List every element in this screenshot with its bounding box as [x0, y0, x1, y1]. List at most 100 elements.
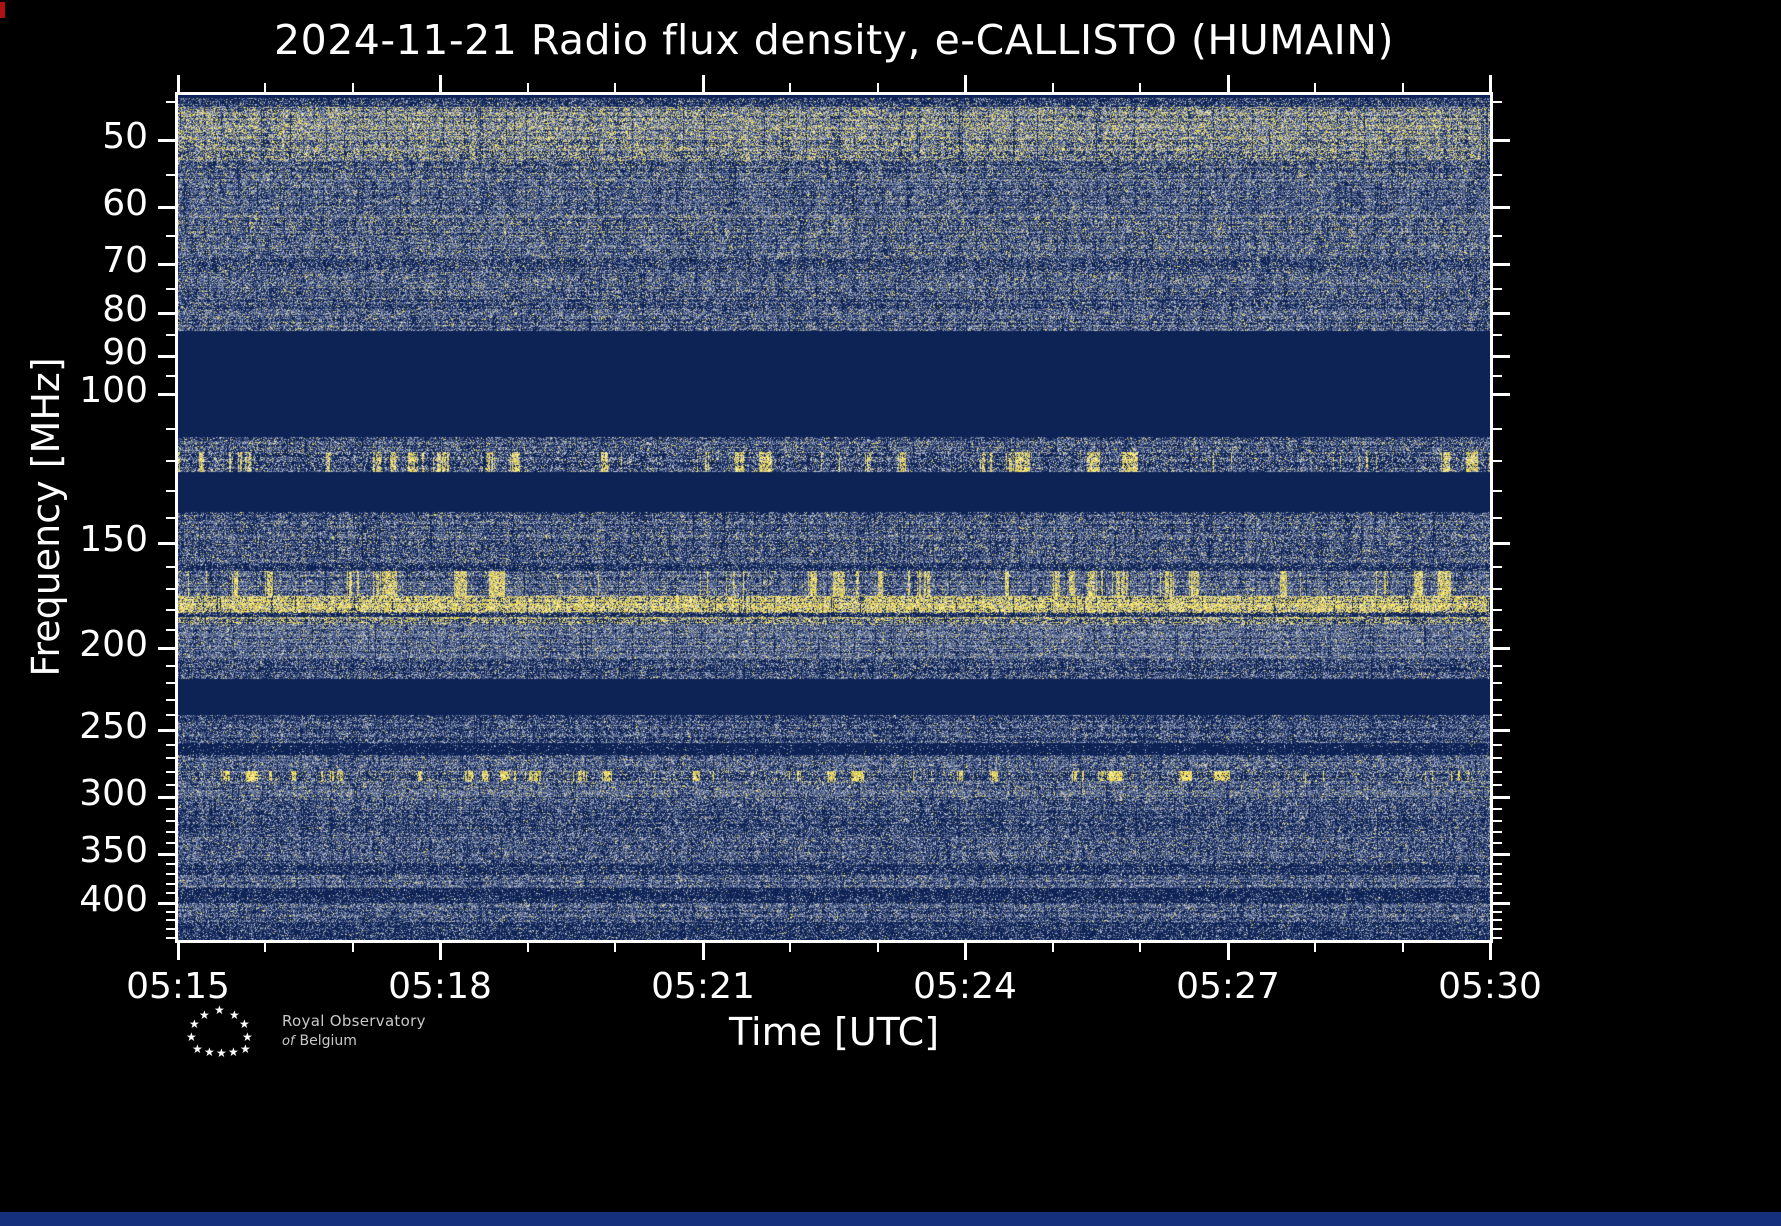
- star-icon: ★: [228, 1045, 239, 1059]
- y-minor-tick: [1493, 842, 1502, 844]
- y-minor-tick: [166, 714, 175, 716]
- y-minor-tick: [1493, 460, 1502, 462]
- y-minor-tick: [166, 490, 175, 492]
- y-minor-tick: [166, 334, 175, 336]
- y-minor-tick: [166, 665, 175, 667]
- y-minor-tick: [1493, 566, 1502, 568]
- y-major-tick: [1493, 647, 1510, 650]
- x-minor-tick: [264, 943, 266, 952]
- y-tick-label: 50: [102, 116, 148, 157]
- y-tick-label: 200: [79, 624, 148, 665]
- y-minor-tick: [166, 460, 175, 462]
- x-minor-tick: [352, 943, 354, 952]
- x-major-tick: [1489, 943, 1492, 960]
- y-minor-tick: [166, 784, 175, 786]
- y-minor-tick: [1493, 919, 1502, 921]
- x-minor-tick: [1402, 943, 1404, 952]
- x-axis-label: Time [UTC]: [728, 1010, 940, 1054]
- y-minor-tick: [166, 428, 175, 430]
- x-minor-tick: [877, 943, 879, 952]
- x-major-tick: [177, 943, 180, 960]
- y-tick-label: 400: [79, 879, 148, 920]
- star-icon: ★: [240, 1042, 251, 1056]
- logo-line2: of Belgium: [282, 1033, 426, 1049]
- y-minor-tick: [166, 174, 175, 176]
- x-major-tick: [702, 943, 705, 960]
- logo-line1: Royal Observatory: [282, 1012, 426, 1030]
- y-minor-tick: [166, 288, 175, 290]
- y-major-tick: [158, 312, 175, 315]
- y-minor-tick: [166, 808, 175, 810]
- y-minor-tick: [166, 842, 175, 844]
- y-minor-tick: [166, 937, 175, 939]
- x-major-tick: [177, 75, 180, 92]
- y-minor-tick: [1493, 682, 1502, 684]
- x-minor-tick: [527, 943, 529, 952]
- y-minor-tick: [166, 911, 175, 913]
- y-minor-tick: [1493, 699, 1502, 701]
- y-minor-tick: [166, 771, 175, 773]
- y-minor-tick: [1493, 490, 1502, 492]
- y-major-tick: [158, 647, 175, 650]
- y-minor-tick: [166, 757, 175, 759]
- y-major-tick: [158, 902, 175, 905]
- x-tick-label: 05:27: [1176, 966, 1280, 1007]
- y-minor-tick: [166, 820, 175, 822]
- logo-line2-belgium: Belgium: [299, 1033, 357, 1049]
- y-major-tick: [158, 206, 175, 209]
- y-minor-tick: [166, 699, 175, 701]
- x-minor-tick: [614, 83, 616, 92]
- x-tick-label: 05:18: [388, 966, 492, 1007]
- y-minor-tick: [1493, 892, 1502, 894]
- x-minor-tick: [1139, 83, 1141, 92]
- y-minor-tick: [1493, 784, 1502, 786]
- x-minor-tick: [1139, 943, 1141, 952]
- y-major-tick: [1493, 729, 1510, 732]
- y-tick-label: 100: [79, 370, 148, 411]
- x-minor-tick: [789, 943, 791, 952]
- star-icon: ★: [186, 1030, 197, 1044]
- y-major-tick: [1493, 312, 1510, 315]
- y-major-tick: [1493, 263, 1510, 266]
- y-minor-tick: [1493, 744, 1502, 746]
- x-major-tick: [964, 943, 967, 960]
- y-minor-tick: [1493, 101, 1502, 103]
- y-minor-tick: [166, 919, 175, 921]
- x-major-tick: [1489, 75, 1492, 92]
- x-minor-tick: [264, 83, 266, 92]
- y-minor-tick: [1493, 873, 1502, 875]
- x-major-tick: [1227, 75, 1230, 92]
- y-major-tick: [158, 542, 175, 545]
- y-minor-tick: [1493, 235, 1502, 237]
- y-minor-tick: [1493, 714, 1502, 716]
- y-minor-tick: [166, 375, 175, 377]
- star-icon: ★: [199, 1008, 210, 1022]
- star-icon: ★: [189, 1017, 200, 1031]
- x-minor-tick: [1052, 943, 1054, 952]
- x-major-tick: [964, 75, 967, 92]
- y-tick-label: 90: [102, 332, 148, 373]
- x-minor-tick: [527, 83, 529, 92]
- y-minor-tick: [166, 682, 175, 684]
- y-major-tick: [158, 355, 175, 358]
- y-minor-tick: [1493, 174, 1502, 176]
- y-minor-tick: [166, 873, 175, 875]
- corner-artifact: [0, 2, 5, 18]
- y-minor-tick: [166, 629, 175, 631]
- y-minor-tick: [1493, 863, 1502, 865]
- y-minor-tick: [1493, 928, 1502, 930]
- y-minor-tick: [1493, 288, 1502, 290]
- x-tick-label: 05:21: [651, 966, 755, 1007]
- y-minor-tick: [1493, 334, 1502, 336]
- y-minor-tick: [1493, 771, 1502, 773]
- y-major-tick: [1493, 355, 1510, 358]
- y-minor-tick: [1493, 757, 1502, 759]
- y-minor-tick: [166, 831, 175, 833]
- y-minor-tick: [166, 101, 175, 103]
- y-tick-label: 70: [102, 240, 148, 281]
- star-icon: ★: [229, 1008, 240, 1022]
- x-tick-label: 05:24: [913, 966, 1017, 1007]
- logo-text: Royal Observatory of Belgium: [282, 1012, 426, 1049]
- x-minor-tick: [1052, 83, 1054, 92]
